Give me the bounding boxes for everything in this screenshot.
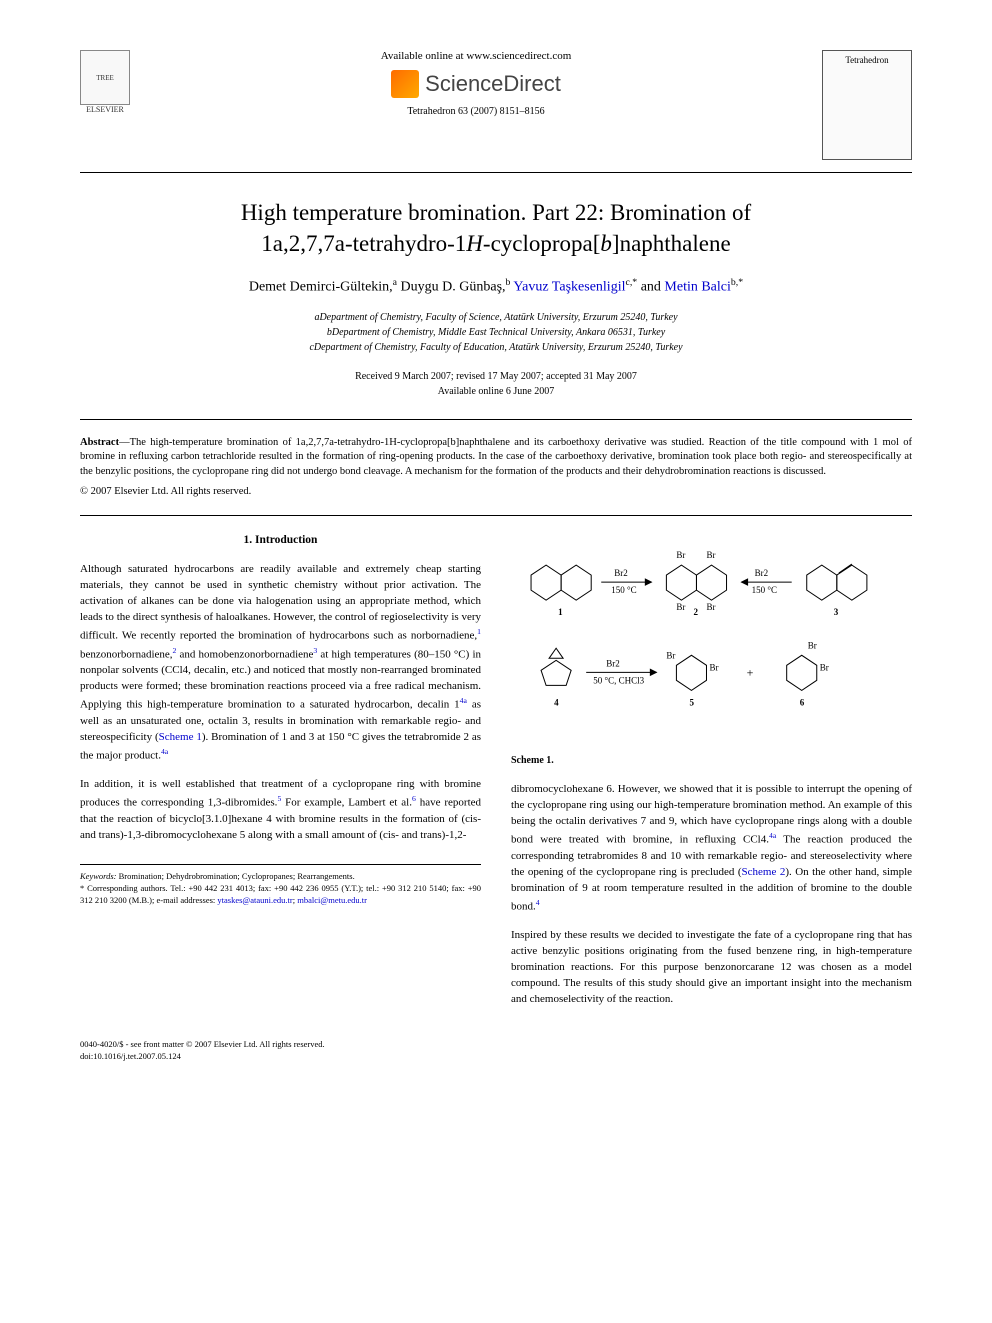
title-part: ]naphthalene [612, 231, 731, 256]
sciencedirect-logo: ScienceDirect [130, 70, 822, 98]
affil-sup: b [506, 277, 511, 288]
paragraph: Although saturated hydrocarbons are read… [80, 562, 481, 764]
br2-label: Br2 [614, 568, 628, 578]
body-text: and homobenzonorbornadiene [176, 648, 313, 660]
br-label: Br [676, 602, 685, 612]
br2-label: Br2 [755, 568, 769, 578]
publisher-name: ELSEVIER [86, 105, 124, 114]
date-online: Available online 6 June 2007 [80, 384, 912, 399]
plus-label: + [747, 665, 754, 679]
title-part: -cyclopropa[ [483, 231, 601, 256]
copyright-line: © 2007 Elsevier Ltd. All rights reserved… [80, 486, 912, 497]
br-label: Br [706, 550, 715, 560]
keywords-line: Keywords: Bromination; Dehydrobrominatio… [80, 871, 481, 883]
elsevier-tree-icon: TREE [80, 50, 130, 105]
citation-link[interactable]: 1 [477, 627, 481, 636]
author-list: Demet Demirci-Gültekin,a Duygu D. Günbaş… [80, 277, 912, 296]
br-label: Br [706, 602, 715, 612]
scheme-link[interactable]: Scheme 1 [159, 731, 202, 743]
body-columns: 1. Introduction Although saturated hydro… [80, 532, 912, 1021]
paragraph: In addition, it is well established that… [80, 777, 481, 843]
available-online-text: Available online at www.sciencedirect.co… [130, 50, 822, 62]
abstract-top-divider [80, 419, 912, 420]
affiliation-b: bDepartment of Chemistry, Middle East Te… [80, 325, 912, 340]
compound-num: 4 [554, 697, 559, 707]
author: Metin Balci [664, 280, 731, 295]
affil-sup: a [393, 277, 397, 288]
header-divider [80, 172, 912, 173]
compound-num: 2 [693, 607, 698, 617]
title-line-1: High temperature bromination. Part 22: B… [241, 200, 751, 225]
temp-label: 50 °C, CHCl3 [593, 675, 644, 685]
br-label: Br [666, 650, 675, 660]
scheme-1-caption: Scheme 1. [511, 754, 912, 769]
keywords-label: Keywords: [80, 871, 117, 881]
scheme-1-figure: Br2 150 °C Br2 150 °C Br Br Br Br 1 2 3 … [511, 540, 912, 746]
paragraph: dibromocyclohexane 6. However, we showed… [511, 782, 912, 915]
paragraph: Inspired by these results we decided to … [511, 928, 912, 1008]
page-footer: 0040-4020/$ - see front matter © 2007 El… [80, 1039, 912, 1063]
corresponding-author-note: * Corresponding authors. Tel.: +90 442 2… [80, 883, 481, 907]
doi-line: doi:10.1016/j.tet.2007.05.124 [80, 1051, 912, 1063]
affiliation-c: cDepartment of Chemistry, Faculty of Edu… [80, 340, 912, 355]
br-label: Br [808, 640, 817, 650]
compound-num: 1 [558, 607, 563, 617]
title-italic: H [466, 231, 483, 256]
affiliations: aDepartment of Chemistry, Faculty of Sci… [80, 310, 912, 355]
author-link[interactable]: Yavuz Taşkesenligil [513, 280, 625, 295]
compound-num: 5 [689, 697, 694, 707]
citation-link[interactable]: 4 [536, 898, 540, 907]
page-header: TREE ELSEVIER Available online at www.sc… [80, 50, 912, 160]
compound-num: 3 [834, 607, 839, 617]
author-sep: and [641, 280, 665, 295]
right-column: Br2 150 °C Br2 150 °C Br Br Br Br 1 2 3 … [511, 532, 912, 1021]
affil-sup: c,* [625, 277, 637, 288]
temp-label: 150 °C [611, 585, 636, 595]
email-link[interactable]: mbalci@metu.edu.tr [297, 895, 367, 905]
abstract-body: —The high-temperature bromination of 1a,… [80, 437, 912, 477]
publisher-logo: TREE ELSEVIER [80, 50, 130, 114]
article-dates: Received 9 March 2007; revised 17 May 20… [80, 369, 912, 399]
br2-label: Br2 [606, 658, 620, 668]
author: Demet Demirci-Gültekin, [249, 280, 393, 295]
journal-citation: Tetrahedron 63 (2007) 8151–8156 [130, 106, 822, 117]
footnotes: Keywords: Bromination; Dehydrobrominatio… [80, 864, 481, 907]
temp-label: 150 °C [752, 585, 777, 595]
affiliation-a: aDepartment of Chemistry, Faculty of Sci… [80, 310, 912, 325]
scheme-1-svg: Br2 150 °C Br2 150 °C Br Br Br Br 1 2 3 … [511, 540, 912, 741]
sciencedirect-text: ScienceDirect [425, 71, 561, 97]
body-text: Although saturated hydrocarbons are read… [80, 563, 481, 641]
journal-cover-thumbnail: Tetrahedron [822, 50, 912, 160]
title-italic: b [600, 231, 612, 256]
section-heading: 1. Introduction [80, 532, 481, 549]
center-header: Available online at www.sciencedirect.co… [130, 50, 822, 117]
body-text: For example, Lambert et al. [281, 797, 412, 809]
abstract: Abstract—The high-temperature brominatio… [80, 436, 912, 480]
email-link[interactable]: ytaskes@atauni.edu.tr [217, 895, 292, 905]
body-text: benzonorbornadiene, [80, 648, 173, 660]
date-received: Received 9 March 2007; revised 17 May 20… [80, 369, 912, 384]
citation-link[interactable]: 4a [161, 747, 168, 756]
journal-name: Tetrahedron [845, 55, 888, 65]
author-link[interactable]: Metin Balci [664, 280, 731, 295]
keywords-text: Bromination; Dehydrobromination; Cyclopr… [117, 871, 355, 881]
sciencedirect-icon [391, 70, 419, 98]
affil-sup: b,* [731, 277, 743, 288]
article-title: High temperature bromination. Part 22: B… [80, 197, 912, 259]
abstract-label: Abstract [80, 437, 119, 448]
br-label: Br [676, 550, 685, 560]
br-label: Br [820, 662, 829, 672]
scheme-link[interactable]: Scheme 2 [742, 866, 786, 878]
left-column: 1. Introduction Although saturated hydro… [80, 532, 481, 1021]
author: Yavuz Taşkesenligil [513, 280, 625, 295]
front-matter-line: 0040-4020/$ - see front matter © 2007 El… [80, 1039, 912, 1051]
author: Duygu D. Günbaş, [401, 280, 506, 295]
br-label: Br [709, 662, 718, 672]
title-part: 1a,2,7,7a-tetrahydro-1 [261, 231, 466, 256]
body-text: Inspired by these results we decided to … [511, 929, 912, 1005]
citation-link[interactable]: 4a [460, 696, 467, 705]
compound-num: 6 [800, 697, 805, 707]
abstract-bottom-divider [80, 515, 912, 516]
